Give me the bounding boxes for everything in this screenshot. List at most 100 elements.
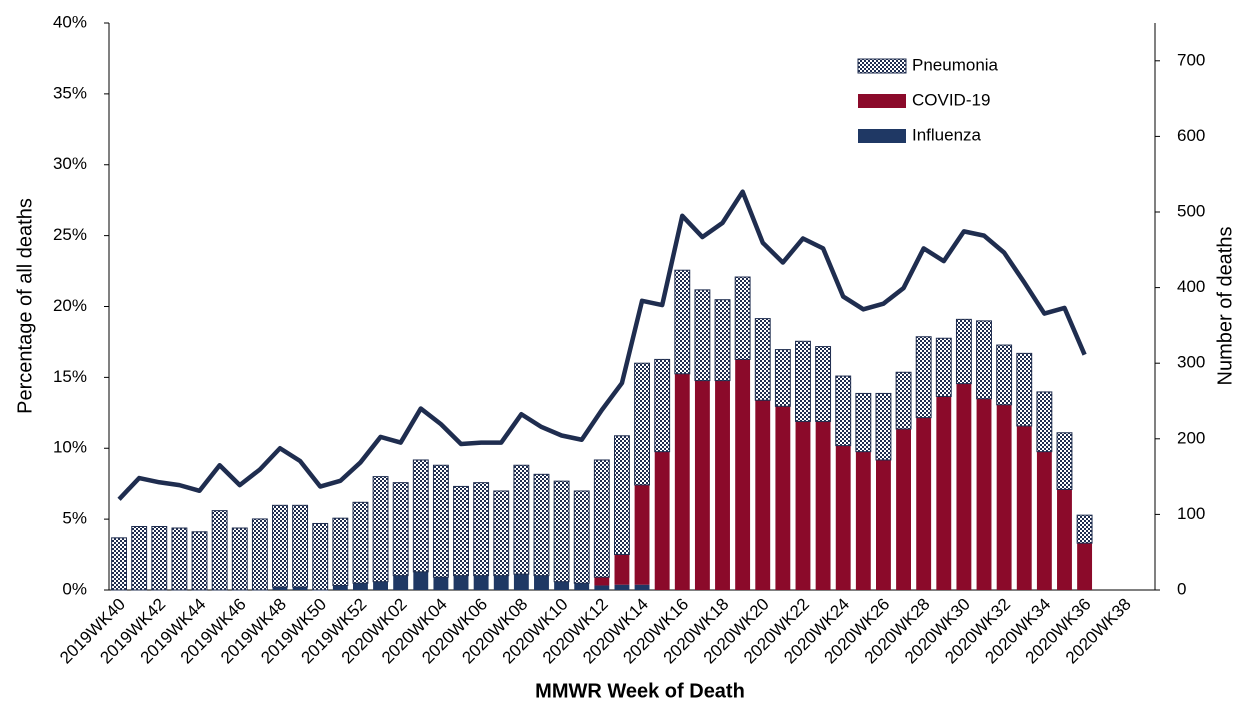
bar — [976, 398, 992, 590]
bar — [754, 318, 771, 401]
y2-tick-label: 100 — [1177, 504, 1205, 523]
bar — [372, 476, 389, 583]
bar — [473, 482, 490, 577]
bar — [1057, 489, 1072, 590]
bar — [855, 451, 871, 590]
y2-tick-label: 300 — [1177, 353, 1205, 372]
bar — [955, 318, 972, 385]
y2-tick-label: 0 — [1177, 579, 1186, 598]
bar — [875, 392, 892, 461]
bar — [775, 406, 791, 590]
bar — [534, 575, 549, 590]
bar — [896, 428, 912, 590]
y-tick-label: 30% — [53, 154, 87, 173]
bar — [855, 392, 872, 453]
bar — [553, 480, 570, 583]
legend-swatch — [858, 94, 906, 108]
bar — [835, 445, 851, 590]
bar — [936, 396, 952, 590]
bar — [131, 525, 148, 591]
bar — [493, 490, 510, 577]
bar — [935, 337, 952, 397]
bar — [654, 451, 670, 590]
bar — [171, 527, 188, 591]
y2-tick-label: 600 — [1177, 126, 1205, 145]
bar — [694, 380, 710, 590]
bar — [916, 417, 932, 590]
bar — [714, 299, 731, 382]
y2-tick-label: 200 — [1177, 428, 1205, 447]
bar — [1016, 425, 1032, 590]
bar — [272, 586, 288, 590]
bar — [614, 554, 630, 585]
bar — [774, 349, 791, 407]
bar — [735, 359, 751, 590]
bar — [251, 518, 268, 591]
line — [117, 189, 1087, 501]
bar — [373, 581, 389, 590]
y-tick-label: 40% — [53, 12, 87, 31]
bar — [191, 531, 208, 591]
bar — [332, 517, 349, 586]
bar — [493, 575, 509, 590]
bar — [453, 575, 469, 590]
bar — [875, 459, 891, 590]
bar — [956, 383, 972, 590]
bar — [614, 584, 630, 590]
bar — [513, 464, 530, 575]
bar — [996, 404, 1012, 590]
bar — [312, 522, 329, 591]
y2-tick-label: 700 — [1177, 50, 1205, 69]
bar — [433, 577, 449, 590]
legend-label: COVID-19 — [912, 90, 990, 109]
bar — [573, 490, 590, 584]
bar — [674, 373, 690, 590]
y-tick-label: 20% — [53, 296, 87, 315]
bar — [473, 575, 489, 590]
bar — [533, 473, 550, 577]
bar — [1077, 543, 1093, 590]
y-tick-label: 25% — [53, 225, 87, 244]
bar — [815, 346, 832, 422]
bar — [1036, 391, 1053, 453]
legend-swatch — [857, 58, 907, 74]
bar — [332, 585, 348, 590]
bar — [352, 583, 368, 590]
x-axis-title: MMWR Week of Death — [535, 680, 745, 702]
y2-tick-label: 500 — [1177, 201, 1205, 220]
bar — [392, 482, 409, 577]
bar — [574, 583, 590, 590]
bar — [352, 501, 369, 584]
bar — [634, 584, 650, 590]
bar — [272, 504, 288, 588]
bar — [734, 276, 751, 360]
bar — [513, 574, 529, 590]
legend-label: Influenza — [912, 125, 982, 144]
y-tick-label: 35% — [53, 83, 87, 102]
bar — [554, 581, 570, 590]
bar — [151, 525, 168, 591]
bar — [1036, 451, 1052, 590]
bar — [292, 504, 309, 588]
bar — [1016, 352, 1033, 427]
legend-label: Pneumonia — [912, 55, 999, 74]
bar — [634, 362, 651, 486]
bar — [594, 585, 610, 590]
bar — [593, 459, 610, 578]
y-tick-label: 15% — [53, 367, 87, 386]
bar — [393, 575, 409, 590]
y2-axis-title: Number of deaths — [1214, 227, 1236, 386]
bar — [996, 344, 1013, 406]
bar — [231, 527, 248, 591]
y-tick-label: 5% — [62, 509, 87, 528]
bar — [432, 464, 449, 578]
bar — [915, 336, 932, 419]
bar — [715, 380, 730, 590]
bar — [1076, 514, 1093, 544]
bar — [815, 421, 831, 590]
bar — [674, 269, 691, 375]
bar — [795, 421, 811, 590]
legend-swatch — [858, 129, 906, 143]
bar — [634, 484, 650, 585]
